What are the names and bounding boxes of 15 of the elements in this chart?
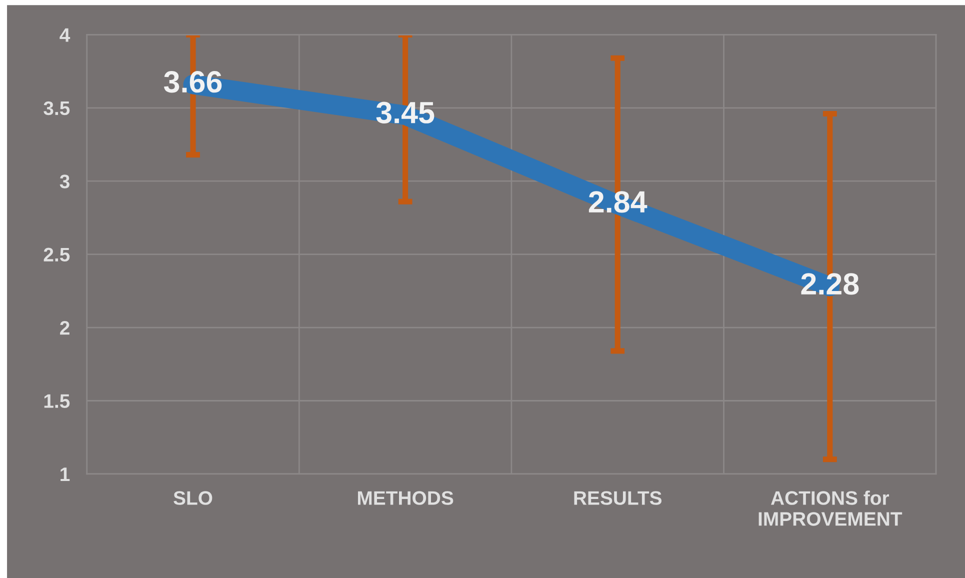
y-tick-label: 3: [60, 174, 70, 188]
data-label: 3.45: [376, 102, 434, 124]
x-tick-label: RESULTS: [574, 491, 662, 505]
x-tick-label: METHODS: [358, 491, 454, 505]
y-tick-label: 2: [60, 321, 70, 335]
y-tick-label: 1: [60, 468, 70, 482]
data-label: 3.66: [164, 71, 222, 93]
data-label: 2.28: [801, 273, 859, 295]
y-tick-label: 1.5: [44, 394, 70, 408]
y-tick-label: 2.5: [44, 248, 70, 262]
y-tick-label: 4: [60, 28, 70, 42]
y-tick-label: 3.5: [44, 101, 70, 116]
x-tick-label: ACTIONS for IMPROVEMENT: [758, 490, 902, 526]
x-tick-label: SLO: [174, 491, 212, 505]
data-label: 2.84: [588, 191, 648, 213]
